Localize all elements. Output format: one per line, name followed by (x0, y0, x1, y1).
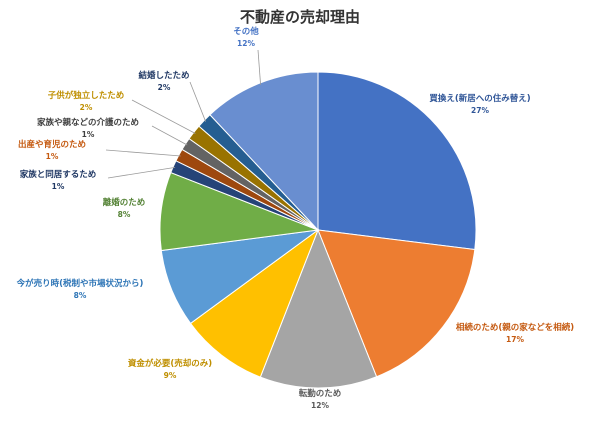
pie-slice-0 (317, 71, 477, 251)
slice-label-pct-11: 12% (237, 39, 255, 48)
slice-label-pct-9: 2% (80, 103, 93, 112)
slice-label-name-1: 相続のため(親の家などを相続) (456, 322, 574, 333)
leader-line-8 (151, 125, 188, 146)
slice-label-name-9: 子供が独立したため (48, 90, 125, 101)
slice-label-name-3: 資金が必要(売却のみ) (127, 358, 212, 369)
slice-label-name-8: 家族や親などの介護のため (37, 117, 139, 128)
leader-line-10 (189, 81, 207, 122)
slice-label-name-5: 離婚のため (103, 197, 146, 208)
pie-slices (159, 71, 477, 389)
chart-title: 不動産の売却理由 (240, 8, 360, 26)
slice-label-pct-3: 9% (164, 371, 177, 380)
slice-label-pct-8: 1% (82, 130, 95, 139)
leader-line-9 (131, 99, 196, 134)
pie-slice-2 (259, 228, 378, 389)
slice-label-name-7: 出産や育児のため (18, 139, 86, 150)
slice-label-pct-0: 27% (471, 106, 489, 115)
slice-label-pct-6: 1% (52, 182, 65, 191)
slice-label-pct-2: 12% (311, 401, 329, 410)
slice-label-pct-4: 8% (74, 291, 87, 300)
slice-label-pct-7: 1% (46, 152, 59, 161)
slice-label-pct-1: 17% (506, 335, 524, 344)
slice-label-name-2: 転勤のため (299, 388, 342, 399)
pie-slice-3 (189, 228, 320, 378)
leader-line-6 (107, 167, 176, 179)
pie-slice-11 (209, 71, 319, 232)
slice-labels: 買換え(新居への住み替え) 27% 相続のため(親の家などを相続) 17% 転勤のため 1… (16, 26, 575, 410)
slice-label-name-10: 結婚したため (138, 70, 189, 81)
slice-label-name-4: 今が売り時(税制や市場状況から) (16, 278, 144, 289)
slice-label-pct-5: 8% (118, 210, 131, 219)
slice-label-name-0: 買換え(新居への住み替え) (429, 93, 530, 104)
slice-label-name-6: 家族と同居するため (20, 169, 97, 180)
slice-label-pct-10: 2% (158, 83, 171, 92)
leader-lines (105, 49, 261, 179)
leader-line-7 (105, 149, 181, 157)
leader-line-11 (257, 49, 261, 85)
slice-label-name-11: その他 (233, 26, 259, 37)
pie-slice-1 (317, 229, 476, 378)
